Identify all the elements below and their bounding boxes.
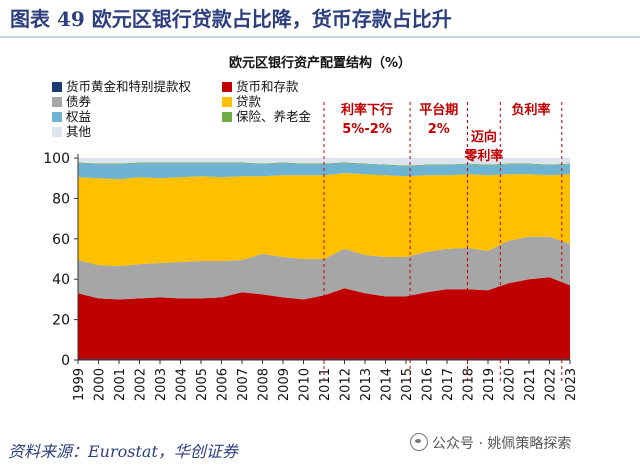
wechat-icon [410, 433, 428, 451]
watermark: 公众号 · 姚佩策略探索 [410, 433, 635, 453]
x-tick-label: 2007 [236, 368, 251, 401]
x-tick-label: 2017 [441, 368, 456, 401]
annotation-label: 迈向 [471, 129, 497, 145]
x-tick-label: 2001 [113, 368, 128, 401]
y-tick-label: 80 [52, 191, 70, 207]
legend-label: 债券 [66, 94, 92, 109]
annotation-label: 零利率 [463, 148, 503, 164]
legend-label: 保险、养老金 [236, 109, 312, 124]
y-tick-label: 60 [52, 232, 70, 248]
x-tick-label: 2009 [277, 368, 292, 401]
chart-title: 欧元区银行资产配置结构（%） [228, 56, 412, 71]
x-tick-label: 2019 [482, 368, 497, 401]
y-tick-label: 40 [52, 272, 70, 288]
legend-swatch [52, 97, 62, 107]
series-area-2 [78, 236, 570, 300]
x-tick-label: 2020 [503, 368, 518, 401]
x-tick-label: 2003 [154, 368, 169, 401]
x-tick-label: 1999 [72, 368, 87, 401]
annotation-label: 负利率 [512, 102, 551, 118]
x-tick-label: 2016 [421, 368, 436, 401]
y-tick-label: 20 [52, 313, 70, 329]
legend-label: 贷款 [236, 94, 262, 109]
x-tick-label: 2021 [523, 368, 538, 401]
legend-label: 权益 [66, 109, 92, 124]
legend-swatch [222, 112, 232, 122]
y-tick-label: 100 [43, 151, 70, 167]
legend-label: 其他 [66, 124, 92, 139]
legend-label: 货币和存款 [236, 79, 299, 94]
x-tick-label: 2014 [380, 368, 395, 401]
x-tick-label: 2012 [339, 368, 354, 401]
x-tick-label: 2010 [298, 368, 313, 401]
x-tick-label: 2018 [462, 368, 477, 401]
x-tick-label: 2002 [134, 368, 149, 401]
legend-swatch [222, 82, 232, 92]
x-tick-label: 2005 [195, 368, 210, 401]
legend-swatch [52, 127, 62, 137]
title-divider [0, 36, 640, 38]
series-area-3 [78, 173, 570, 267]
x-tick-label: 2006 [216, 368, 231, 401]
legend-label: 货币黄金和特别提款权 [66, 79, 192, 94]
x-tick-label: 2022 [544, 368, 559, 401]
annotation-label: 5%-2% [342, 122, 392, 137]
x-tick-label: 2023 [564, 368, 579, 401]
x-tick-label: 2008 [257, 368, 272, 401]
legend-swatch [52, 82, 62, 92]
x-tick-label: 2011 [318, 368, 333, 401]
series-area-4 [78, 163, 570, 180]
legend-swatch [222, 97, 232, 107]
x-tick-label: 2015 [400, 368, 415, 401]
annotation-label: 平台期 [419, 102, 458, 118]
y-tick-label: 0 [61, 353, 70, 369]
source-note: 资料来源：Eurostat，华创证券 [8, 442, 238, 461]
x-tick-label: 2000 [93, 368, 108, 401]
x-tick-label: 2013 [359, 368, 374, 401]
legend-swatch [52, 112, 62, 122]
series-area-5 [78, 162, 570, 167]
watermark-text: 公众号 · 姚佩策略探索 [432, 436, 572, 452]
annotation-label: 利率下行 [341, 102, 393, 118]
annotation-label: 2% [428, 122, 450, 137]
x-tick-label: 2004 [175, 368, 190, 401]
figure-title: 图表 49 欧元区银行贷款占比降，货币存款占比升 [10, 7, 452, 31]
series-area-6 [78, 158, 570, 166]
chart-legend: 货币黄金和特别提款权 货币和存款 债券 贷款 权益 保险、养老金 其他 [52, 80, 372, 144]
